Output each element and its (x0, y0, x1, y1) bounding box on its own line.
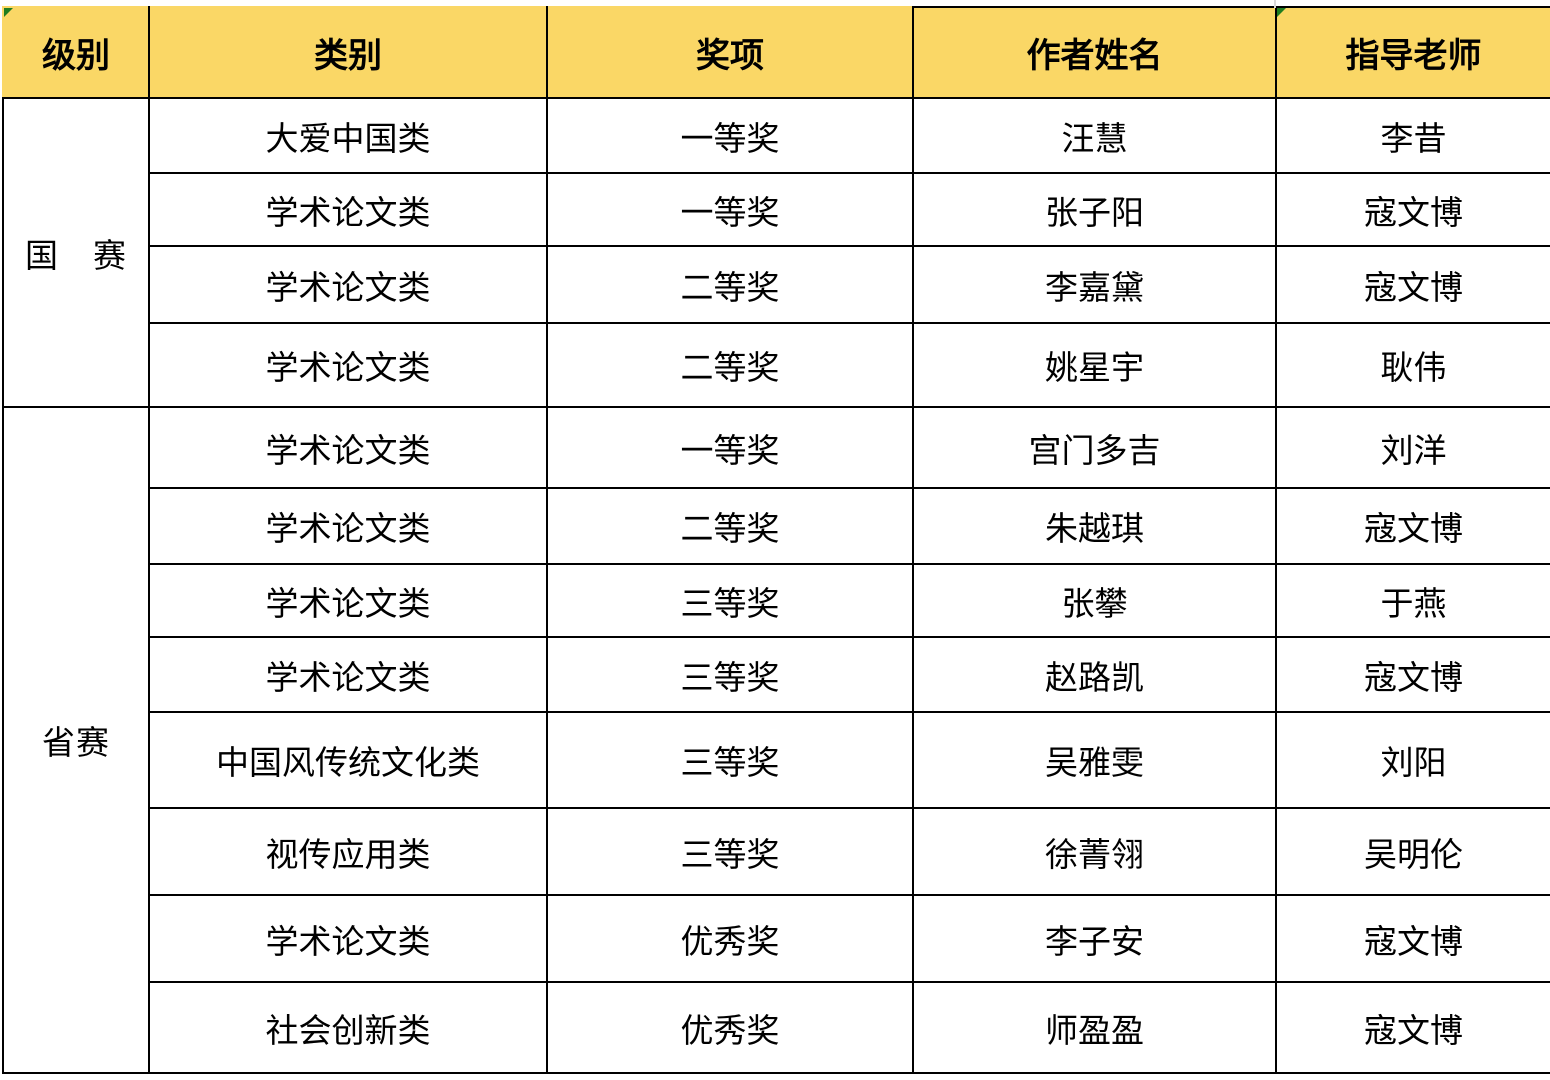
category-cell[interactable]: 学术论文类 (148, 322, 548, 408)
cell-error-marker-icon (1278, 9, 1286, 17)
author-cell[interactable]: 张攀 (912, 563, 1277, 638)
level-cell[interactable]: 省赛 (2, 406, 150, 1074)
teacher-cell[interactable]: 耿伟 (1275, 322, 1550, 408)
author-cell[interactable]: 师盈盈 (912, 981, 1277, 1074)
author-cell[interactable]: 李嘉黛 (912, 245, 1277, 324)
teacher-cell[interactable]: 寇文博 (1275, 981, 1550, 1074)
author-cell[interactable]: 姚星宇 (912, 322, 1277, 408)
gridline-artifact (1274, 0, 1276, 8)
category-cell[interactable]: 视传应用类 (148, 807, 548, 896)
award-cell[interactable]: 优秀奖 (546, 981, 914, 1074)
awards-table: 级别 类别 奖项 作者姓名 指导老师 国 赛大爱中国类 一等奖 汪慧 李昔 学术论文类一… (2, 6, 1550, 1074)
teacher-cell[interactable]: 寇文博 (1275, 487, 1550, 565)
author-cell[interactable]: 宫门多吉 (912, 406, 1277, 489)
table-row: 学术论文类 三等奖 张攀 于燕 (3, 563, 1550, 638)
table-row: 社会创新类 优秀奖 师盈盈 寇文博 (3, 981, 1550, 1074)
table-row: 国 赛大爱中国类 一等奖 汪慧 李昔 (2, 97, 1550, 408)
award-cell[interactable]: 三等奖 (546, 807, 914, 896)
teacher-cell[interactable]: 刘洋 (1275, 406, 1550, 489)
award-cell[interactable]: 三等奖 (546, 711, 914, 809)
author-cell[interactable]: 徐菁翎 (912, 807, 1277, 896)
award-cell[interactable]: 二等奖 (546, 322, 914, 408)
table-row: 学术论文类 二等奖 朱越琪 寇文博 (3, 487, 1550, 565)
column-header-label: 奖项 (696, 38, 764, 75)
award-cell[interactable]: 二等奖 (546, 245, 914, 324)
award-cell[interactable]: 三等奖 (546, 636, 914, 713)
column-header-author[interactable]: 作者姓名 (912, 6, 1277, 99)
category-cell[interactable]: 学术论文类 (148, 245, 548, 324)
category-cell[interactable]: 学术论文类 (148, 894, 548, 983)
author-cell[interactable]: 李子安 (912, 894, 1277, 983)
column-header-teacher[interactable]: 指导老师 (1275, 6, 1550, 99)
level-cell[interactable]: 国 赛 (2, 97, 150, 408)
column-header-label: 级别 (42, 38, 110, 75)
award-cell[interactable]: 一等奖 (546, 172, 914, 247)
teacher-cell[interactable]: 寇文博 (1275, 894, 1550, 983)
teacher-cell[interactable]: 吴明伦 (1275, 807, 1550, 896)
column-header-label: 类别 (314, 38, 382, 75)
table-row: 学术论文类 优秀奖 李子安 寇文博 (3, 894, 1550, 983)
teacher-cell[interactable]: 寇文博 (1275, 636, 1550, 713)
award-cell[interactable]: 一等奖 (546, 406, 914, 489)
award-cell[interactable]: 优秀奖 (546, 894, 914, 983)
teacher-cell[interactable]: 刘阳 (1275, 711, 1550, 809)
column-header-award[interactable]: 奖项 (546, 6, 914, 99)
author-cell[interactable]: 吴雅雯 (912, 711, 1277, 809)
table-row: 学术论文类 三等奖 赵路凯 寇文博 (3, 636, 1550, 713)
author-cell[interactable]: 汪慧 (912, 97, 1277, 174)
award-cell[interactable]: 三等奖 (546, 563, 914, 638)
author-cell[interactable]: 赵路凯 (912, 636, 1277, 713)
table-row: 学术论文类 二等奖 姚星宇 耿伟 (3, 322, 1550, 408)
award-cell[interactable]: 二等奖 (546, 487, 914, 565)
category-cell[interactable]: 学术论文类 (148, 172, 548, 247)
table-row: 视传应用类 三等奖 徐菁翎 吴明伦 (3, 807, 1550, 896)
table-row: 省赛 学术论文类 一等奖 宫门多吉 刘洋 (2, 406, 1550, 1074)
teacher-cell[interactable]: 李昔 (1275, 97, 1550, 174)
header-row: 级别 类别 奖项 作者姓名 指导老师 (2, 6, 1550, 99)
category-cell[interactable]: 学术论文类 (148, 563, 548, 638)
teacher-cell[interactable]: 于燕 (1275, 563, 1550, 638)
author-cell[interactable]: 朱越琪 (912, 487, 1277, 565)
category-cell[interactable]: 学术论文类 (148, 406, 548, 489)
category-cell[interactable]: 学术论文类 (148, 636, 548, 713)
table-row: 学术论文类 二等奖 李嘉黛 寇文博 (3, 245, 1550, 324)
table-body: 国 赛大爱中国类 一等奖 汪慧 李昔 学术论文类 一等奖 张子阳 寇文博 学术论文类 二等奖 李嘉黛… (2, 97, 1550, 1074)
category-cell[interactable]: 社会创新类 (148, 981, 548, 1074)
category-cell[interactable]: 大爱中国类 (148, 97, 548, 174)
table-row: 学术论文类 一等奖 张子阳 寇文博 (3, 172, 1550, 247)
category-cell[interactable]: 学术论文类 (148, 487, 548, 565)
cell-error-marker-icon (5, 9, 13, 17)
author-cell[interactable]: 张子阳 (912, 172, 1277, 247)
teacher-cell[interactable]: 寇文博 (1275, 245, 1550, 324)
column-header-label: 指导老师 (1345, 38, 1482, 75)
award-cell[interactable]: 一等奖 (546, 97, 914, 174)
category-cell[interactable]: 中国风传统文化类 (148, 711, 548, 809)
column-header-level[interactable]: 级别 (2, 6, 150, 99)
column-header-category[interactable]: 类别 (148, 6, 548, 99)
column-header-label: 作者姓名 (1026, 38, 1163, 75)
teacher-cell[interactable]: 寇文博 (1275, 172, 1550, 247)
table-row: 中国风传统文化类 三等奖 吴雅雯 刘阳 (3, 711, 1550, 809)
